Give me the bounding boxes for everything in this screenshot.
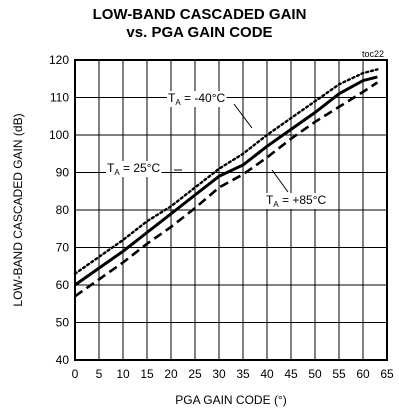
y-axis-label: LOW-BAND CASCADED GAIN (dB) [11,113,25,306]
y-tick-label: 120 [49,53,69,67]
annotation-bg [265,193,328,209]
y-tick-label: 80 [56,203,70,217]
annotation-layer: TA = -40°C TA = 25°C TA = +85°C [106,91,328,209]
annotation-ta-25-c: TA = 25°C [107,161,161,177]
chart-title-line2: vs. PGA GAIN CODE [126,24,273,41]
x-tick-label: 50 [308,367,322,381]
x-tick-label: 0 [72,367,79,381]
y-tick-label: 100 [49,128,69,142]
x-tick-label: 55 [332,367,346,381]
x-tick-labels: 0 5 10 15 20 25 30 35 40 45 50 55 60 65 [72,367,394,381]
x-tick-label: 45 [284,367,298,381]
y-tick-labels: 40 50 60 70 80 90 100 110 120 [49,53,69,367]
y-tick-label: 90 [56,166,70,180]
x-tick-label: 40 [260,367,274,381]
y-tick-label: 50 [56,316,70,330]
figure-id: toc22 [362,49,384,59]
y-tick-label: 110 [50,91,69,105]
x-tick-label: 20 [164,367,178,381]
annotation-leader [271,169,289,193]
x-tick-label: 30 [212,367,226,381]
annotation-leader [233,103,253,129]
y-tick-label: 70 [56,241,70,255]
x-tick-label: 5 [96,367,103,381]
x-tick-label: 25 [188,367,202,381]
annotation-ta-40-c: TA = -40°C [168,91,226,107]
x-tick-label: 65 [380,367,394,381]
chart-title-line1: LOW-BAND CASCADED GAIN [92,6,307,23]
annotation-ta-85-c: TA = +85°C [266,193,327,209]
series-layer [73,68,379,298]
x-tick-label: 60 [356,367,370,381]
series-line-ta-40-c [73,68,379,275]
series-line-ta-85-c [74,81,379,298]
x-tick-label: 35 [236,367,250,381]
series-line-ta-25-c [74,75,378,287]
annotation-bg [167,91,227,107]
y-tick-label: 40 [56,353,70,367]
x-axis-label: PGA GAIN CODE (°) [175,393,286,407]
x-tick-label: 10 [116,367,130,381]
grid-y [75,97,387,323]
y-tick-label: 60 [56,278,70,292]
annotation-bg [106,161,162,177]
x-tick-label: 15 [140,367,154,381]
